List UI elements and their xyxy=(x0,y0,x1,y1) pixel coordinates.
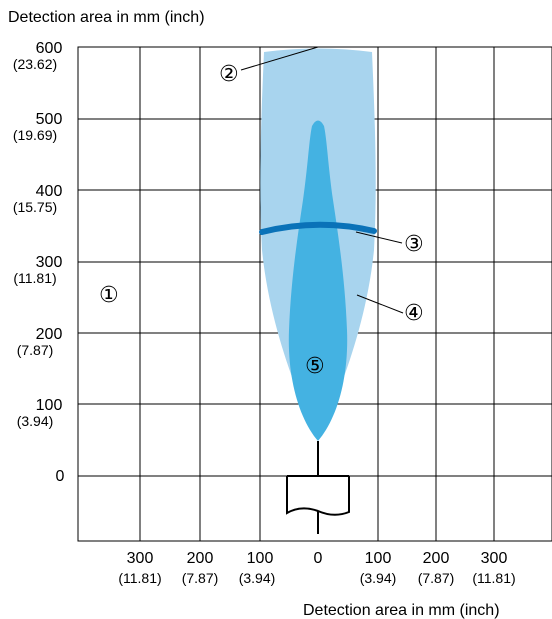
y-tick-label: 300 xyxy=(36,254,63,271)
x-tick-sublabel: (3.94) xyxy=(360,570,397,586)
y-tick-labels: 600 (23.62) 500 (19.69) 400 (15.75) 300 … xyxy=(13,40,65,485)
x-tick-label: 0 xyxy=(314,550,323,567)
x-tick-sublabel: (7.87) xyxy=(418,570,455,586)
y-tick-label: 400 xyxy=(36,183,63,200)
y-tick-label: 100 xyxy=(36,397,63,414)
y-tick-label: 200 xyxy=(36,326,63,343)
y-tick-label: 600 xyxy=(36,40,63,57)
x-tick-labels: 300 (11.81) 200 (7.87) 100 (3.94) 0 100 … xyxy=(118,550,515,586)
callout-3-marker: ③ xyxy=(404,232,424,257)
y-axis-title: Detection area in mm (inch) xyxy=(8,9,205,26)
callout-4-outer-area: ④ xyxy=(404,301,424,326)
y-tick-sublabel: (7.87) xyxy=(17,342,54,358)
callout-2-outer-limit: ② xyxy=(219,62,239,87)
x-tick-label: 200 xyxy=(423,550,450,567)
x-tick-sublabel: (11.81) xyxy=(472,570,515,586)
x-tick-sublabel: (3.94) xyxy=(239,570,276,586)
y-tick-label: 500 xyxy=(36,111,63,128)
x-tick-sublabel: (7.87) xyxy=(182,570,219,586)
callout-1-free-zone: ① xyxy=(99,283,119,308)
sensor-symbol xyxy=(286,441,350,534)
distance-marker-line xyxy=(259,221,377,235)
callout-leaders xyxy=(240,46,404,314)
y-tick-sublabel: (15.75) xyxy=(13,199,57,215)
inner-detection-area xyxy=(288,120,348,441)
y-tick-sublabel: (23.62) xyxy=(13,56,57,72)
plot-frame xyxy=(77,46,552,542)
y-tick-sublabel: (19.69) xyxy=(13,127,57,143)
y-tick-label: 0 xyxy=(56,468,65,485)
callout-5-inner-area: ⑤ xyxy=(305,354,325,379)
x-tick-label: 200 xyxy=(187,550,214,567)
x-tick-label: 100 xyxy=(247,550,274,567)
x-tick-label: 300 xyxy=(127,550,154,567)
x-tick-sublabel: (11.81) xyxy=(118,570,161,586)
x-axis-title: Detection area in mm (inch) xyxy=(303,602,500,619)
y-tick-sublabel: (11.81) xyxy=(13,270,56,286)
x-tick-label: 300 xyxy=(481,550,508,567)
y-tick-sublabel: (3.94) xyxy=(17,413,54,429)
x-tick-label: 100 xyxy=(365,550,392,567)
